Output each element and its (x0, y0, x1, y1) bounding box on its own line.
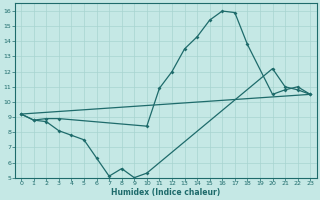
X-axis label: Humidex (Indice chaleur): Humidex (Indice chaleur) (111, 188, 220, 197)
